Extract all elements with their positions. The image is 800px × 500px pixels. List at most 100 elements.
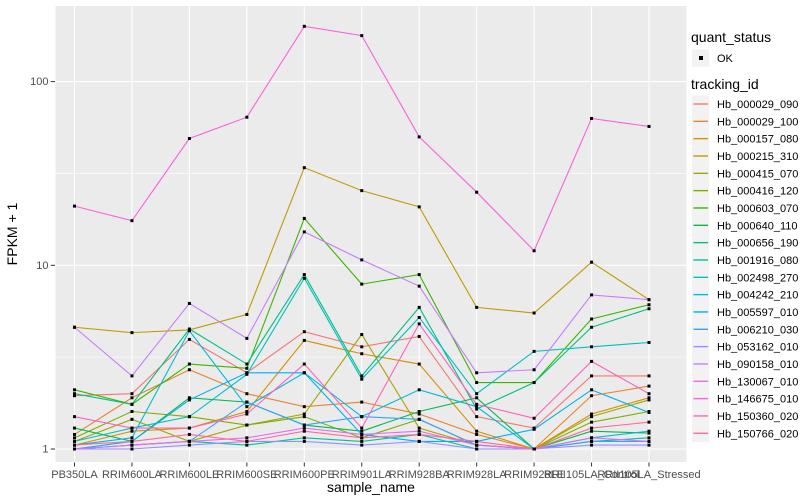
legend-entry: Hb_053162_010 (692, 338, 798, 356)
data-point-marker (417, 388, 421, 392)
data-point-marker (417, 315, 421, 319)
x-axis-title: sample_name (327, 479, 415, 495)
data-point-marker (417, 432, 421, 436)
data-point-marker (302, 330, 306, 334)
data-point-marker (73, 447, 76, 451)
data-point-marker (417, 410, 421, 414)
data-point-marker (130, 417, 134, 421)
data-point-marker (73, 388, 76, 392)
data-point-marker (302, 412, 306, 416)
data-point-marker (360, 377, 364, 381)
legend-entry: Hb_000416_120 (692, 182, 798, 200)
legend-entry: Hb_150766_020 (692, 424, 798, 442)
data-point-marker (73, 426, 76, 430)
data-point-marker (475, 305, 479, 309)
legend-entry: Hb_000029_090 (692, 95, 798, 113)
data-point-marker (245, 115, 249, 119)
data-point-marker (130, 426, 134, 430)
data-point-marker (302, 426, 306, 430)
y-tick-label: 1 (42, 444, 48, 456)
data-point-marker (647, 431, 651, 435)
data-point-marker (417, 322, 421, 326)
data-point-marker (187, 137, 191, 141)
data-point-marker (73, 325, 76, 329)
data-point-marker (360, 426, 364, 430)
data-point-marker (590, 374, 594, 378)
data-point-marker (417, 426, 421, 430)
data-point-marker (130, 392, 134, 396)
legend-entry: Hb_001916_080 (692, 251, 798, 269)
data-point-marker (73, 432, 76, 436)
data-point-marker (475, 190, 479, 194)
data-point-marker (417, 439, 421, 443)
data-point-marker (187, 301, 191, 305)
legend-series-label: Hb_001916_080 (717, 255, 798, 267)
data-point-marker (360, 282, 364, 286)
data-point-marker (590, 436, 594, 440)
legend-series-label: Hb_000656_190 (717, 238, 798, 250)
legend-quant-label: OK (717, 53, 734, 65)
data-point-marker (302, 216, 306, 220)
data-point-marker (360, 436, 364, 440)
data-point-marker (590, 116, 594, 120)
data-point-marker (187, 396, 191, 400)
data-point-marker (417, 362, 421, 366)
data-point-marker (302, 338, 306, 342)
data-point-marker (245, 312, 249, 316)
data-point-marker (590, 317, 594, 321)
data-point-marker (302, 273, 306, 277)
data-point-marker (647, 124, 651, 128)
data-point-marker (187, 362, 191, 366)
data-point-marker (245, 400, 249, 404)
data-point-marker (73, 443, 76, 447)
x-tick-label: PB350LA (51, 469, 98, 481)
legend-series-label: Hb_130067_010 (717, 376, 798, 388)
data-point-marker (532, 447, 536, 451)
data-point-marker (475, 405, 479, 409)
data-point-marker (590, 426, 594, 430)
x-tick-label: RRIM600SE (216, 469, 277, 481)
data-point-marker (360, 258, 364, 262)
legend-series-label: Hb_000215_310 (717, 151, 798, 163)
data-point-marker (130, 402, 134, 406)
x-tick-label: RRIM600PE (274, 469, 335, 481)
data-point-marker (647, 340, 651, 344)
legend-series-label: Hb_090158_010 (717, 359, 798, 371)
data-point-marker (360, 34, 364, 38)
data-point-marker (532, 368, 536, 372)
data-point-marker (475, 429, 479, 433)
legend-tracking-title: tracking_id (691, 76, 759, 92)
data-point-marker (532, 427, 536, 431)
legend-entry: Hb_000415_070 (692, 164, 798, 183)
legend-series-label: Hb_000640_110 (717, 220, 798, 232)
x-tick-label: RRIM928LE (504, 469, 564, 481)
legend-entry: Hb_146675_010 (692, 390, 798, 408)
data-point-marker (73, 439, 76, 443)
data-point-marker (590, 260, 594, 264)
data-point-marker (647, 396, 651, 400)
legend-entry: Hb_005597_010 (692, 303, 798, 321)
data-point-marker (417, 429, 421, 433)
data-point-marker (187, 368, 191, 372)
data-point-marker (73, 394, 76, 398)
legend-series-label: Hb_005597_010 (717, 307, 798, 319)
data-point-marker (647, 392, 651, 396)
data-point-marker (647, 439, 651, 443)
x-tick-label: RRII105LA_Control (544, 469, 639, 481)
x-tick-label: RRIM928BA (389, 469, 451, 481)
data-point-marker (187, 327, 191, 331)
data-point-marker (532, 311, 536, 315)
data-point-marker (245, 443, 249, 447)
data-point-marker (245, 392, 249, 396)
data-point-marker (532, 416, 536, 420)
data-point-marker (302, 24, 306, 28)
data-point-marker (647, 443, 651, 447)
data-point-marker (475, 415, 479, 419)
data-point-marker (360, 432, 364, 436)
data-point-marker (647, 398, 651, 402)
legend-entry: Hb_000029_100 (692, 112, 798, 131)
data-point-marker (302, 415, 306, 419)
data-point-marker (302, 371, 306, 375)
x-tick-label: RRIM928LA (447, 469, 508, 481)
